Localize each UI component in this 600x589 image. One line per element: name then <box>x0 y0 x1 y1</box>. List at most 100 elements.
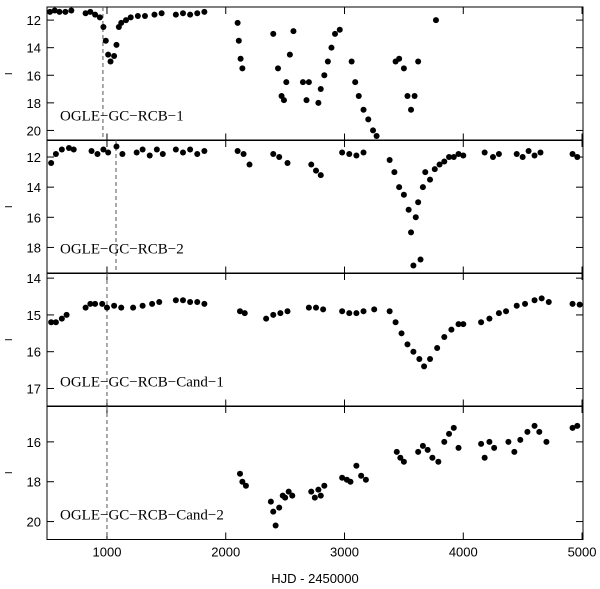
data-point <box>478 440 485 447</box>
data-point <box>100 23 107 30</box>
data-point <box>328 44 335 51</box>
data-point <box>531 297 538 304</box>
data-point <box>537 149 544 156</box>
data-point <box>105 51 112 58</box>
data-point <box>234 147 241 154</box>
data-point <box>404 341 411 348</box>
data-point <box>107 58 114 65</box>
data-point <box>396 184 403 191</box>
y-tick-label: 20 <box>27 123 41 138</box>
data-point <box>517 436 524 443</box>
data-point <box>321 482 328 489</box>
data-point <box>505 438 512 445</box>
data-point <box>48 319 55 326</box>
data-point <box>397 454 404 461</box>
y-axis-label: I <box>4 72 15 75</box>
data-point <box>400 458 407 465</box>
data-point <box>415 199 422 206</box>
y-tick-label: 15 <box>27 308 41 323</box>
y-tick-label: 18 <box>27 240 41 255</box>
data-point <box>545 299 552 306</box>
data-point <box>511 448 518 455</box>
data-point <box>421 363 428 370</box>
data-point <box>419 184 426 191</box>
data-point <box>48 160 55 167</box>
data-point <box>391 169 398 176</box>
data-point <box>569 300 576 307</box>
data-point <box>308 161 315 168</box>
data-point <box>303 97 310 104</box>
data-point <box>455 444 462 451</box>
data-point <box>392 319 399 326</box>
data-point <box>100 146 107 153</box>
data-point <box>290 28 297 35</box>
data-point <box>315 99 322 106</box>
data-point <box>313 304 320 311</box>
data-point <box>478 319 485 326</box>
data-point <box>118 304 125 311</box>
data-point <box>415 448 422 455</box>
data-point <box>194 299 201 306</box>
data-point <box>495 310 502 317</box>
data-point <box>313 167 320 174</box>
data-point <box>353 310 360 317</box>
data-point <box>347 478 354 485</box>
data-point <box>531 152 538 159</box>
data-point <box>519 154 526 161</box>
data-point <box>270 508 277 515</box>
data-point <box>88 147 95 154</box>
annotation: OGLE−GC−RCB−Cand−2 <box>60 508 224 524</box>
data-point <box>172 146 179 153</box>
y-axis-label: I <box>4 338 15 341</box>
data-point <box>432 17 439 24</box>
data-point <box>201 147 208 154</box>
data-point <box>574 154 581 161</box>
x-tick-label: 5000 <box>568 545 597 560</box>
data-point <box>111 302 118 309</box>
data-point <box>486 315 493 322</box>
data-point <box>411 92 418 99</box>
data-point <box>139 146 146 153</box>
data-point <box>102 37 109 44</box>
data-point <box>569 424 576 431</box>
data-point <box>299 79 306 86</box>
annotation: OGLE−GC−RCB−1 <box>60 109 184 125</box>
data-point <box>58 146 65 153</box>
data-point <box>513 302 520 309</box>
data-point <box>275 65 282 72</box>
data-point <box>352 79 359 86</box>
data-point <box>321 72 328 79</box>
data-point <box>105 149 112 156</box>
data-point <box>270 151 277 158</box>
data-point <box>63 311 70 318</box>
data-point <box>139 302 146 309</box>
data-point <box>46 8 53 15</box>
data-point <box>513 151 520 158</box>
data-point <box>270 311 277 318</box>
data-point <box>141 12 148 19</box>
panel-frame <box>46 405 584 540</box>
data-point <box>486 438 493 445</box>
data-point <box>427 356 434 363</box>
data-point <box>87 300 94 307</box>
y-tick-label: 12 <box>27 13 41 28</box>
y-tick-label: 16 <box>27 435 41 450</box>
data-point <box>410 348 417 355</box>
data-point <box>427 176 434 183</box>
data-point <box>436 161 443 168</box>
data-point <box>489 154 496 161</box>
data-point <box>360 149 367 156</box>
data-point <box>246 161 253 168</box>
x-tick-label: 1000 <box>93 545 122 560</box>
data-point <box>276 154 283 161</box>
y-axis-label: I <box>4 471 15 474</box>
data-point <box>235 37 242 44</box>
data-point <box>194 151 201 158</box>
data-point <box>353 462 360 469</box>
data-point <box>305 304 312 311</box>
data-point <box>455 321 462 328</box>
data-point <box>285 488 292 495</box>
data-point <box>358 472 365 479</box>
data-point <box>317 492 324 499</box>
